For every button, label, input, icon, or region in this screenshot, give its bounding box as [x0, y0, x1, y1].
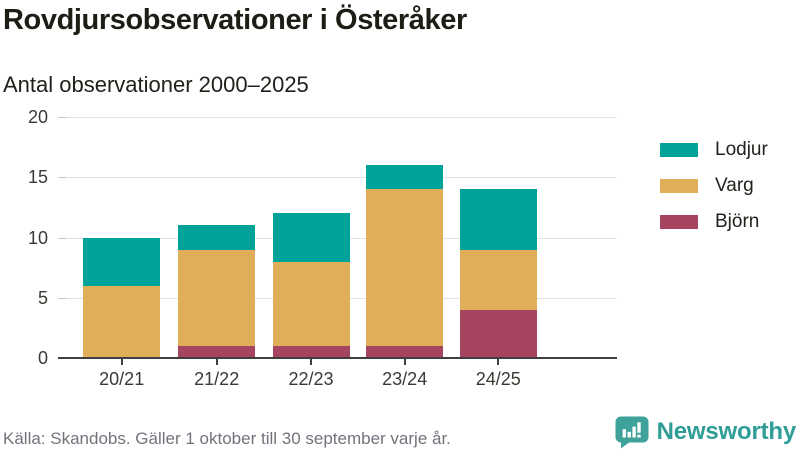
source-note: Källa: Skandobs. Gäller 1 oktober till 3…: [3, 429, 451, 448]
legend: Lodjur Varg Björn: [660, 139, 768, 247]
bar-segment-lodjur: [272, 213, 350, 262]
bar-segment-varg: [459, 249, 537, 310]
y-tick: [58, 297, 66, 299]
y-tick: [58, 237, 66, 239]
x-axis-label: 23/24: [382, 369, 428, 389]
x-axis-label: 20/21: [99, 369, 145, 389]
legend-label: Björn: [715, 211, 760, 232]
newsworthy-logo: Newsworthy: [614, 415, 796, 449]
bar-segment-lodjur: [178, 225, 256, 250]
chart-title: Rovdjursobservationer i Österåker: [3, 4, 467, 36]
bar-segment-lodjur: [459, 189, 537, 250]
legend-label: Varg: [715, 175, 754, 196]
bar-segment-bjorn: [366, 345, 444, 358]
bar-segment-varg: [178, 249, 256, 346]
y-tick: [58, 177, 66, 179]
legend-swatch: [660, 179, 698, 193]
x-axis-label: 21/22: [194, 369, 240, 389]
legend-item: Björn: [660, 211, 768, 233]
bar-segment-lodjur: [366, 165, 444, 190]
x-axis-line: [58, 357, 617, 359]
chart-subtitle: Antal observationer 2000–2025: [3, 72, 309, 97]
bar-segment-varg: [83, 285, 161, 358]
legend-swatch: [660, 215, 698, 229]
plot-area: 0 5 10 15 20 20/21 21/22 22/23 23/24 24/25: [28, 107, 617, 389]
bar-segment-varg: [366, 189, 444, 346]
bar-segment-bjorn: [272, 345, 350, 358]
legend-label: Lodjur: [715, 139, 768, 160]
bar-segment-bjorn: [178, 345, 256, 358]
x-tick: [120, 359, 123, 365]
bar-segment-bjorn: [459, 309, 537, 358]
bar-segment-lodjur: [83, 237, 161, 286]
legend-swatch: [660, 143, 698, 157]
x-tick: [497, 359, 500, 365]
x-tick: [310, 359, 312, 365]
y-axis-label: 0: [37, 348, 48, 368]
brand-name: Newsworthy: [656, 418, 797, 445]
x-axis-label: 22/23: [288, 369, 334, 389]
bar-chart-bubble-icon: [615, 416, 649, 449]
x-axis-label: 24/25: [475, 369, 521, 389]
y-axis-label: 15: [27, 167, 48, 188]
legend-item: Lodjur: [660, 139, 768, 161]
gridline: [58, 117, 617, 118]
x-tick: [215, 359, 218, 365]
gridline: [58, 177, 617, 179]
x-tick: [403, 359, 406, 365]
legend-item: Varg: [660, 175, 768, 197]
y-tick: [58, 117, 66, 118]
y-axis-label: 10: [27, 227, 48, 248]
y-axis-label: 20: [27, 107, 48, 127]
bar-segment-varg: [272, 261, 350, 346]
y-axis-label: 5: [37, 287, 48, 308]
